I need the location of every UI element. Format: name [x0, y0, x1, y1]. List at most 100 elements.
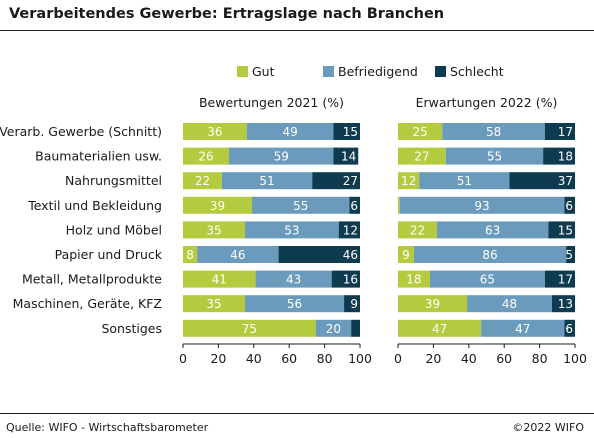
panel-title: Erwartungen 2022 (%): [416, 95, 558, 110]
data-label: 35: [206, 223, 221, 237]
bar-schlecht: [544, 123, 575, 140]
bar-schlecht: [566, 246, 575, 263]
category-label: Maschinen, Geräte, KFZ: [13, 296, 162, 311]
source-note: Quelle: WIFO - Wirtschaftsbarometer: [6, 421, 209, 434]
data-label: 8: [186, 248, 194, 262]
bar-schlecht: [548, 221, 575, 239]
bar-gut: [183, 221, 245, 239]
x-tick-label: 20: [425, 351, 441, 366]
data-label: 18: [406, 273, 421, 287]
legend-label-befriedigend: Befriedigend: [338, 64, 418, 79]
bar-befriedigend: [467, 295, 552, 313]
top-rule: [0, 30, 594, 31]
data-label: 6: [565, 322, 573, 336]
data-label: 16: [343, 273, 358, 287]
x-tick-label: 60: [281, 351, 297, 366]
data-label: 17: [558, 273, 573, 287]
bar-gut: [183, 196, 253, 214]
data-label: 47: [432, 322, 447, 336]
bar-schlecht: [509, 172, 575, 190]
data-label: 43: [286, 273, 301, 287]
data-label: 46: [230, 248, 245, 262]
bar-gut: [183, 319, 316, 337]
bar-schlecht: [333, 123, 360, 140]
bar-befriedigend: [413, 246, 567, 263]
x-tick-label: 40: [461, 351, 477, 366]
data-label: 41: [212, 273, 227, 287]
bar-befriedigend: [445, 147, 544, 165]
bar-schlecht: [349, 196, 360, 214]
panel-title: Bewertungen 2021 (%): [199, 95, 344, 110]
x-tick-label: 80: [532, 351, 548, 366]
legend-swatch-befriedigend: [323, 66, 334, 77]
data-label: 15: [343, 125, 358, 139]
bar-gut: [398, 196, 400, 214]
bar-gut: [183, 147, 230, 165]
x-tick-label: 40: [246, 351, 262, 366]
data-label: 13: [558, 297, 573, 311]
bar-befriedigend: [255, 270, 332, 288]
bar-gut: [398, 246, 414, 263]
data-label: 39: [210, 199, 225, 213]
data-label: 39: [425, 297, 440, 311]
data-label: 37: [558, 174, 573, 188]
data-label: 48: [502, 297, 517, 311]
data-label: 9: [402, 248, 410, 262]
bar-gut: [183, 246, 198, 263]
bar-schlecht: [551, 295, 575, 313]
bar-befriedigend: [399, 196, 565, 214]
data-label: 27: [343, 174, 358, 188]
data-label: 86: [482, 248, 497, 262]
data-label: 26: [198, 150, 213, 164]
category-label: Textil und Bekleidung: [27, 198, 162, 213]
data-label: 6: [565, 199, 573, 213]
x-tick-label: 0: [394, 351, 402, 366]
bottom-rule: [0, 413, 594, 414]
bar-schlecht: [333, 147, 359, 165]
category-label: Papier und Druck: [55, 247, 163, 262]
bar-gut: [398, 270, 430, 288]
bar-gut: [398, 221, 437, 239]
bar-schlecht: [331, 270, 360, 288]
data-label: 36: [207, 125, 222, 139]
data-label: 46: [343, 248, 358, 262]
data-label: 6: [350, 199, 358, 213]
data-label: 12: [401, 174, 416, 188]
bar-schlecht: [544, 270, 575, 288]
legend-label-gut: Gut: [252, 64, 275, 79]
bar-schlecht: [344, 295, 360, 313]
bar-befriedigend: [429, 270, 545, 288]
bar-schlecht: [351, 319, 360, 337]
category-label: Baumaterialien usw.: [35, 149, 162, 164]
data-label: 59: [274, 150, 289, 164]
data-label: 47: [515, 322, 530, 336]
data-label: 58: [486, 125, 501, 139]
category-label: Verarb. Gewerbe (Schnitt): [0, 124, 162, 139]
data-label: 12: [343, 223, 358, 237]
data-label: 49: [282, 125, 297, 139]
x-tick-label: 20: [210, 351, 226, 366]
legend-swatch-gut: [237, 66, 248, 77]
x-tick-label: 0: [179, 351, 187, 366]
bar-gut: [398, 123, 443, 140]
bar-schlecht: [564, 319, 575, 337]
bar-gut: [183, 123, 247, 140]
legend-label-schlecht: Schlecht: [450, 64, 504, 79]
bar-befriedigend: [419, 172, 510, 190]
bar-befriedigend: [436, 221, 549, 239]
data-label: 55: [487, 150, 502, 164]
data-label: 17: [558, 125, 573, 139]
bar-schlecht: [278, 246, 360, 263]
x-tick-label: 100: [563, 351, 587, 366]
data-label: 22: [410, 223, 425, 237]
bar-befriedigend: [315, 319, 352, 337]
bar-gut: [398, 319, 482, 337]
bar-schlecht: [564, 196, 575, 214]
data-label: 25: [412, 125, 427, 139]
data-label: 51: [259, 174, 274, 188]
bar-befriedigend: [229, 147, 334, 165]
x-tick-label: 100: [348, 351, 372, 366]
data-label: 9: [350, 297, 358, 311]
data-label: 27: [414, 150, 429, 164]
data-label: 20: [326, 322, 341, 336]
